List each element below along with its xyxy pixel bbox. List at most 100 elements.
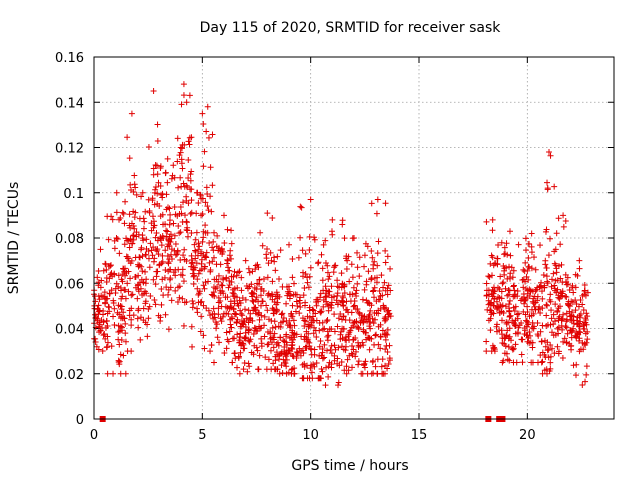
data-point [349,274,356,281]
data-point [213,243,220,250]
data-point [580,346,587,353]
data-point [183,182,190,189]
data-point [306,339,313,346]
data-point [375,310,382,317]
data-point [382,259,389,266]
data-point [145,196,152,203]
data-point [569,317,576,324]
data-point [151,201,158,208]
data-point [119,271,126,278]
data-point [92,335,99,342]
data-point [299,361,306,368]
data-point [321,325,328,332]
data-point [170,162,177,169]
data-point [142,251,149,258]
data-point [354,280,361,287]
data-point [292,308,299,315]
data-point [166,256,173,263]
data-point [94,317,101,324]
data-point [287,322,294,329]
data-point [286,317,293,324]
data-point [232,355,239,362]
data-point [94,274,101,281]
data-point [223,345,230,352]
data-point [582,378,589,385]
data-point [325,373,332,380]
data-point [269,278,276,285]
data-point [324,317,331,324]
data-point [311,236,318,243]
data-point [205,307,212,314]
data-point [239,294,246,301]
data-point [583,310,590,317]
data-point [346,291,353,298]
data-point [352,353,359,360]
data-point [139,189,146,196]
data-point [542,257,549,264]
data-point [313,360,320,367]
data-point [305,321,312,328]
data-point [209,244,216,251]
data-point [196,243,203,250]
data-point [105,236,112,243]
data-point [142,300,149,307]
data-point [231,350,238,357]
data-point [382,346,389,353]
data-point [219,251,226,258]
data-point [548,329,555,336]
data-point [180,92,187,99]
data-point [100,332,107,339]
data-point [566,303,573,310]
data-point [535,306,542,313]
data-point [378,363,385,370]
data-point [277,323,284,330]
data-point [544,339,551,346]
data-point [118,327,125,334]
data-point [178,210,185,217]
data-point [126,211,133,218]
data-point [302,250,309,257]
data-point [276,370,283,377]
data-point [546,296,553,303]
data-point [361,361,368,368]
data-point [225,284,232,291]
data-point [182,212,189,219]
data-point [96,307,103,314]
data-point [258,335,265,342]
data-point [177,203,184,210]
data-point [253,286,260,293]
data-point [104,295,111,302]
data-point [192,248,199,255]
data-point [125,288,132,295]
data-point [555,324,562,331]
data-point [245,307,252,314]
data-point [563,324,570,331]
data-point [111,237,118,244]
data-point [135,307,142,314]
data-point [560,311,567,318]
data-point [254,347,261,354]
data-point [368,248,375,255]
data-point [539,358,546,365]
data-point [331,328,338,335]
data-point [331,264,338,271]
data-point [303,343,310,350]
data-point [236,333,243,340]
data-point [191,241,198,248]
data-point [512,323,519,330]
data-point [582,330,589,337]
data-point [117,214,124,221]
data-point [493,306,500,313]
data-point [488,348,495,355]
data-point [520,266,527,273]
data-point [163,227,170,234]
data-point [562,279,569,286]
data-point [315,259,322,266]
y-tick-label: 0.16 [55,51,84,66]
data-point [291,280,298,287]
data-point [548,315,555,322]
data-point [522,278,529,285]
data-point [155,179,162,186]
data-point [560,223,567,230]
data-point [301,285,308,292]
